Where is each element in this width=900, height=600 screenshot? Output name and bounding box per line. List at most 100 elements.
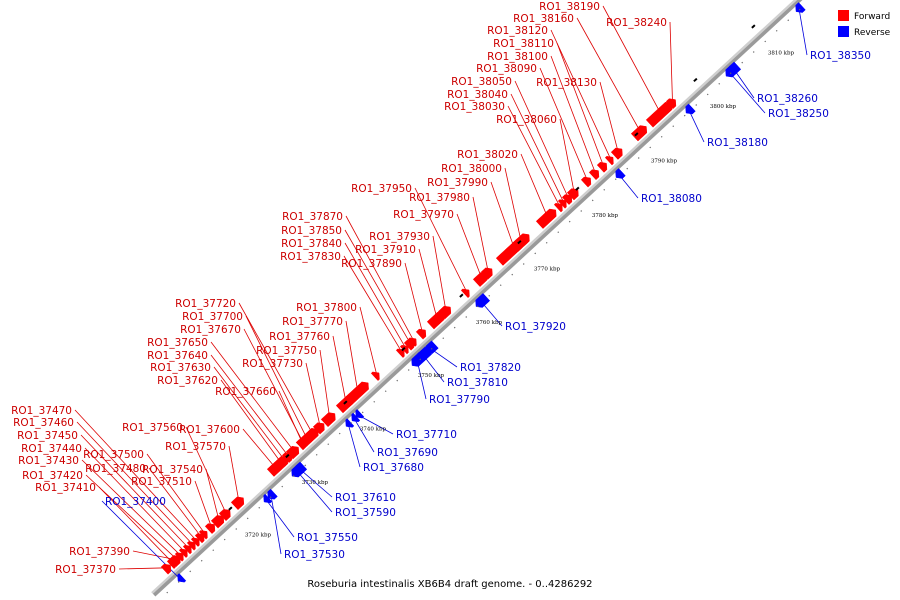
gene-label[interactable]: RO1_38120 [487,25,548,37]
gene-arrow[interactable] [480,267,493,280]
gene-label[interactable]: RO1_37760 [269,331,330,343]
gene-arrow[interactable] [795,2,806,13]
gene-arrow[interactable] [553,203,563,213]
gene-label[interactable]: RO1_37480 [85,463,146,475]
gene-label[interactable]: RO1_37950 [351,183,412,195]
gene-arrow[interactable] [580,176,592,188]
gene-label[interactable]: RO1_37980 [409,192,470,204]
gene-arrow[interactable] [174,552,184,562]
gene-arrow[interactable] [218,509,231,522]
gene-arrow[interactable] [588,169,600,181]
gene-label[interactable]: RO1_38350 [810,50,871,62]
gene-arrow[interactable] [186,541,196,551]
gene-label[interactable]: RO1_37640 [147,350,208,362]
gene-arrow[interactable] [345,418,355,428]
gene-arrow[interactable] [285,445,300,460]
gene-arrow[interactable] [263,493,273,504]
gene-label[interactable]: RO1_38060 [496,114,557,126]
gene-label[interactable]: RO1_37850 [281,225,342,237]
gene-label[interactable]: RO1_38100 [487,51,548,63]
gene-label[interactable]: RO1_37810 [447,377,508,389]
gene-arrow[interactable] [665,98,677,110]
gene-arrow[interactable] [312,422,325,435]
gene-label[interactable]: RO1_38000 [441,163,502,175]
gene-label[interactable]: RO1_37890 [341,258,402,270]
gene-arrow[interactable] [460,288,470,299]
gene-label[interactable]: RO1_37420 [22,470,83,482]
gene-arrow[interactable] [194,533,205,544]
gene-label[interactable]: RO1_38020 [457,149,518,161]
gene-arrow[interactable] [475,293,491,308]
gene-label[interactable]: RO1_38190 [539,1,600,13]
gene-label[interactable]: RO1_37630 [150,362,211,374]
gene-label[interactable]: RO1_37600 [179,424,240,436]
gene-label[interactable]: RO1_37680 [363,462,424,474]
gene-label[interactable]: RO1_38090 [476,63,537,75]
gene-label[interactable]: RO1_37690 [377,447,438,459]
gene-label[interactable]: RO1_37370 [55,564,116,576]
gene-label[interactable]: RO1_38250 [768,108,829,120]
gene-arrow[interactable] [399,344,409,355]
gene-label[interactable]: RO1_37910 [355,244,416,256]
gene-label[interactable]: RO1_38050 [451,76,512,88]
gene-arrow[interactable] [561,194,573,205]
gene-label[interactable]: RO1_37790 [429,394,490,406]
gene-arrow[interactable] [320,412,336,428]
gene-arrow[interactable] [166,559,176,570]
gene-label[interactable]: RO1_37620 [157,375,218,387]
gene-label[interactable]: RO1_37700 [182,311,243,323]
gene-label[interactable]: RO1_37670 [180,324,241,336]
gene-label[interactable]: RO1_37970 [393,209,454,221]
gene-arrow[interactable] [685,103,696,115]
gene-label[interactable]: RO1_37870 [282,211,343,223]
gene-arrow[interactable] [355,409,365,419]
gene-label[interactable]: RO1_37510 [131,476,192,488]
gene-label[interactable]: RO1_37430 [18,455,79,467]
gene-label[interactable]: RO1_37990 [427,177,488,189]
gene-label[interactable]: RO1_37820 [460,362,521,374]
gene-label[interactable]: RO1_37730 [242,358,303,370]
gene-arrow[interactable] [604,156,614,166]
gene-label[interactable]: RO1_37840 [281,238,342,250]
gene-label[interactable]: RO1_38110 [493,38,554,50]
gene-arrow[interactable] [437,305,452,320]
gene-arrow[interactable] [177,573,187,583]
gene-label[interactable]: RO1_37830 [280,251,341,263]
gene-label[interactable]: RO1_37570 [165,441,226,453]
gene-arrow[interactable] [178,548,188,558]
gene-arrow[interactable] [630,125,648,142]
gene-arrow[interactable] [395,348,405,358]
gene-label[interactable]: RO1_37560 [122,422,183,434]
gene-arrow[interactable] [566,188,579,201]
gene-label[interactable]: RO1_37650 [147,337,208,349]
gene-arrow[interactable] [267,488,278,500]
gene-label[interactable]: RO1_37720 [175,298,236,310]
gene-arrow[interactable] [204,523,216,535]
gene-label[interactable]: RO1_37610 [335,492,396,504]
gene-arrow[interactable] [610,147,623,160]
gene-arrow[interactable] [596,162,608,173]
gene-label[interactable]: RO1_37800 [296,302,357,314]
gene-label[interactable]: RO1_37530 [284,549,345,561]
gene-label[interactable]: RO1_37500 [83,449,144,461]
gene-label[interactable]: RO1_38030 [444,101,505,113]
gene-label[interactable]: RO1_38040 [447,89,508,101]
gene-arrow[interactable] [170,556,180,566]
gene-label[interactable]: RO1_38180 [707,137,768,149]
gene-arrow[interactable] [210,515,225,529]
gene-label[interactable]: RO1_38080 [641,193,702,205]
gene-arrow[interactable] [230,496,245,511]
gene-arrow[interactable] [407,337,417,347]
gene-label[interactable]: RO1_37540 [142,464,203,476]
gene-label[interactable]: RO1_37450 [17,430,78,442]
gene-label[interactable]: RO1_38260 [757,93,818,105]
gene-arrow[interactable] [295,461,308,474]
gene-label[interactable]: RO1_37390 [69,546,130,558]
gene-label[interactable]: RO1_37410 [35,482,96,494]
gene-label[interactable]: RO1_37710 [396,429,457,441]
gene-arrow[interactable] [729,61,742,74]
gene-arrow[interactable] [615,168,626,179]
gene-arrow[interactable] [535,208,557,229]
gene-label[interactable]: RO1_37770 [282,316,343,328]
gene-label[interactable]: RO1_37470 [11,405,72,417]
